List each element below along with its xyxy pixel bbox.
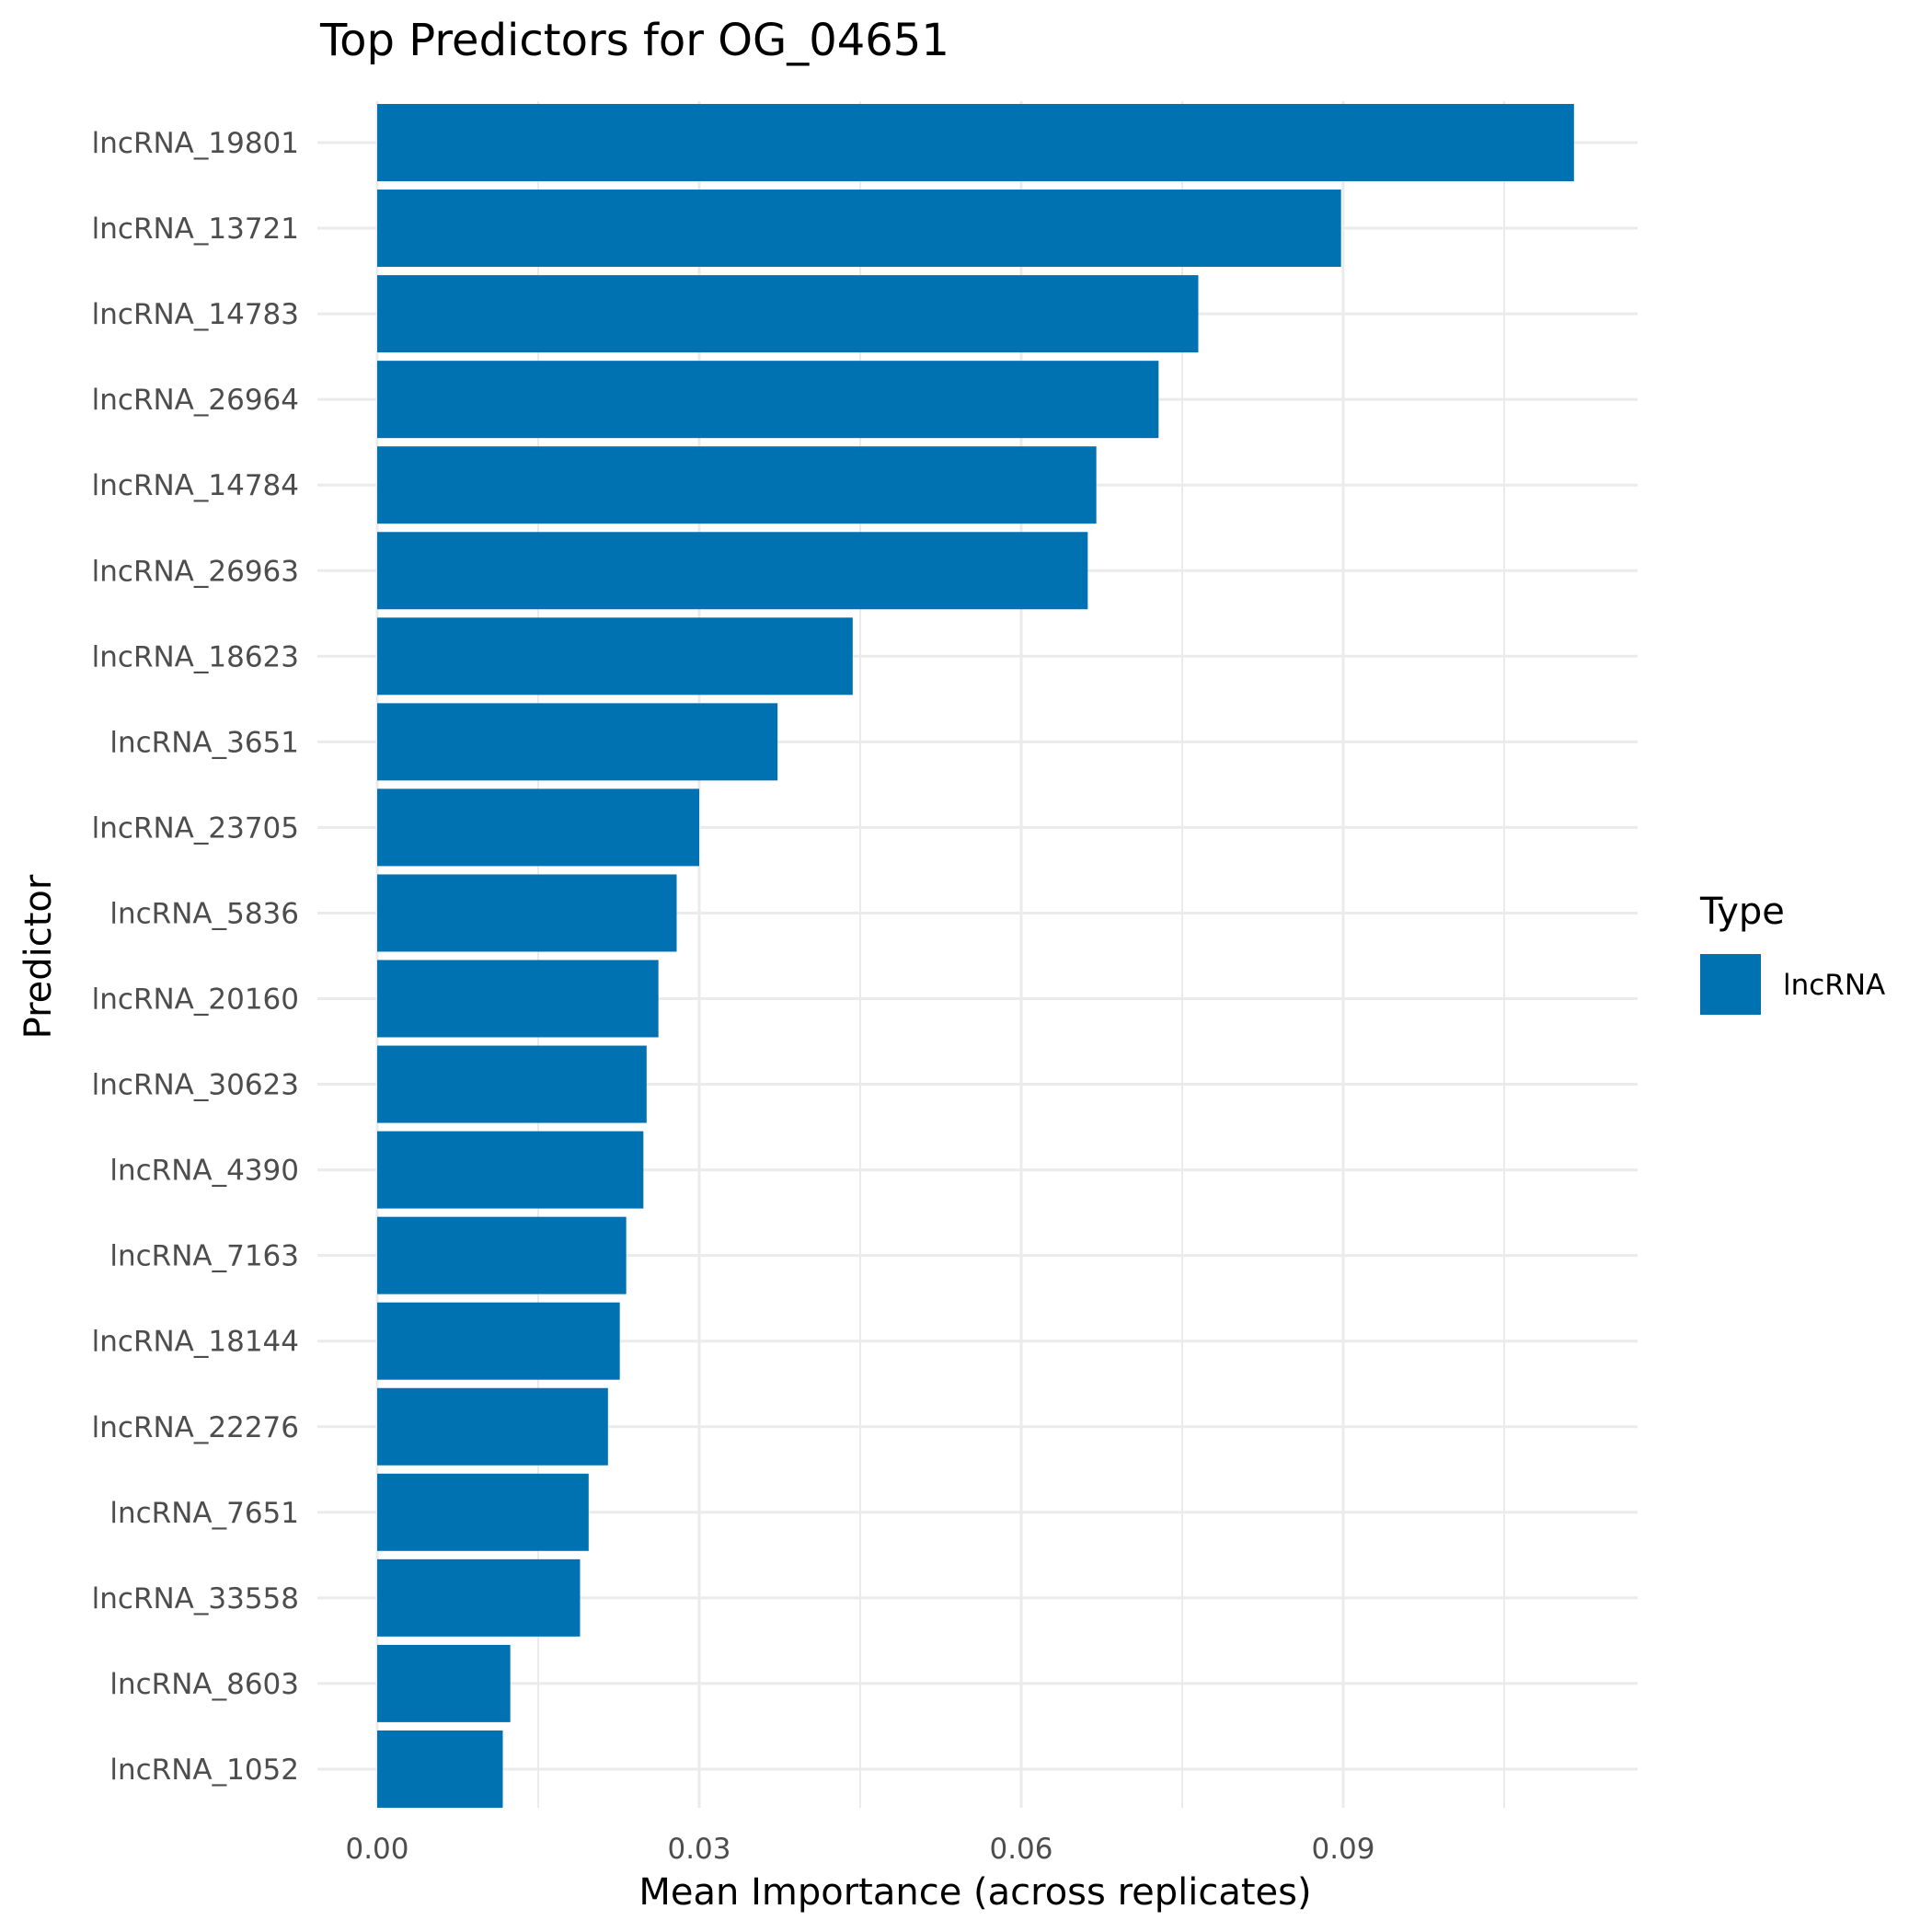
y-tick-labels: lncRNA_19801 lncRNA_13721 lncRNA_14783 lncR… <box>92 127 299 1787</box>
bar <box>377 361 1159 439</box>
y-tick-label: lncRNA_30623 <box>92 1069 299 1102</box>
bar <box>377 1558 581 1637</box>
bar <box>377 104 1574 181</box>
bar <box>377 1473 589 1551</box>
y-tick-label: lncRNA_33558 <box>92 1582 299 1616</box>
legend-label: lncRNA <box>1783 969 1885 1002</box>
bars <box>377 104 1574 1808</box>
legend-swatch <box>1700 954 1761 1015</box>
bar <box>377 1387 608 1466</box>
y-tick-label: lncRNA_23705 <box>92 811 299 845</box>
y-tick-label: lncRNA_19801 <box>92 127 299 160</box>
y-tick-label: lncRNA_26963 <box>92 555 299 588</box>
y-tick-label: lncRNA_14784 <box>92 469 299 502</box>
bar <box>377 874 677 952</box>
x-tick-labels: 0.00 0.03 0.06 0.09 <box>345 1833 1374 1866</box>
x-tick-label: 0.03 <box>667 1833 730 1866</box>
bar <box>377 703 778 781</box>
y-tick-label: lncRNA_13721 <box>92 213 299 246</box>
bar <box>377 617 853 696</box>
y-tick-label: lncRNA_22276 <box>92 1411 299 1444</box>
bar <box>377 1045 647 1123</box>
bar <box>377 1216 627 1294</box>
x-tick-label: 0.06 <box>989 1833 1052 1866</box>
y-tick-label: lncRNA_8603 <box>109 1668 299 1701</box>
bar <box>377 1131 644 1209</box>
y-tick-label: lncRNA_26964 <box>92 384 299 417</box>
bar <box>377 446 1097 524</box>
legend-title: Type <box>1699 891 1785 933</box>
y-tick-label: lncRNA_18623 <box>92 640 299 673</box>
grid-lines <box>317 101 1638 1808</box>
x-tick-label: 0.00 <box>345 1833 408 1866</box>
bar <box>377 960 659 1038</box>
bar <box>377 275 1199 353</box>
chart-title: Top Predictors for OG_04651 <box>319 15 949 66</box>
bar <box>377 1302 620 1380</box>
y-tick-label: lncRNA_7651 <box>109 1497 299 1530</box>
bar <box>377 1730 503 1808</box>
y-tick-label: lncRNA_5836 <box>109 897 299 930</box>
y-tick-label: lncRNA_18144 <box>92 1326 299 1359</box>
y-axis-title: Predictor <box>17 874 60 1039</box>
y-tick-label: lncRNA_1052 <box>109 1754 299 1787</box>
y-tick-label: lncRNA_14783 <box>92 298 299 331</box>
bar <box>377 788 699 867</box>
y-tick-label: lncRNA_4390 <box>109 1155 299 1188</box>
y-tick-label: lncRNA_7163 <box>109 1240 299 1273</box>
y-tick-label: lncRNA_20160 <box>92 983 299 1017</box>
bar <box>377 1644 511 1722</box>
x-axis-title: Mean Importance (across replicates) <box>638 1871 1311 1914</box>
y-tick-label: lncRNA_3651 <box>109 726 299 759</box>
bar <box>377 190 1341 268</box>
bar <box>377 532 1088 610</box>
x-tick-label: 0.09 <box>1311 1833 1374 1866</box>
legend: Type lncRNA <box>1699 891 1885 1015</box>
